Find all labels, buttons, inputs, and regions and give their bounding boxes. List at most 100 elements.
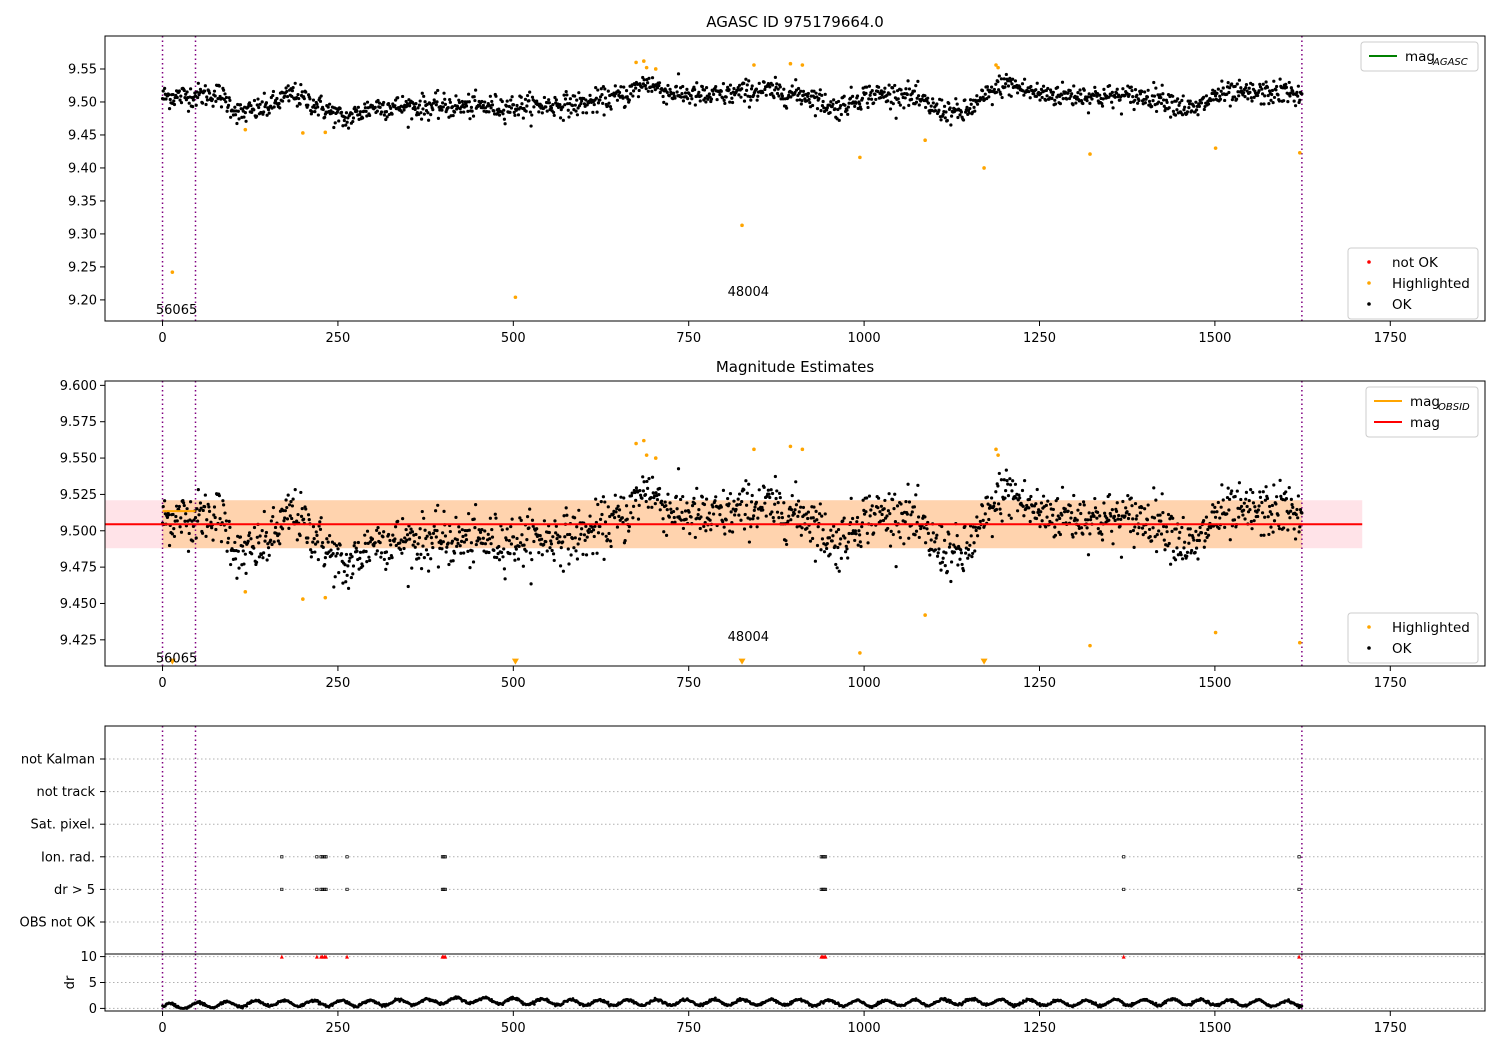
ok-point: [855, 520, 859, 524]
ok-point: [1123, 514, 1127, 518]
ok-point: [1237, 515, 1241, 519]
ok-point: [968, 98, 973, 102]
ok-point: [422, 94, 426, 98]
legend-label: mag: [1405, 49, 1435, 65]
ok-point: [883, 86, 887, 90]
ok-point: [572, 546, 576, 550]
ok-point: [467, 92, 471, 96]
ok-point: [604, 534, 608, 538]
ok-point: [509, 106, 514, 110]
ok-point: [1266, 515, 1270, 519]
ok-point: [1218, 516, 1222, 520]
ok-point: [973, 109, 977, 113]
ok-point: [649, 496, 653, 500]
ok-point: [1061, 97, 1065, 101]
ok-point: [839, 537, 843, 541]
ok-point: [1244, 86, 1248, 90]
ok-point: [666, 83, 670, 88]
ok-point: [928, 111, 932, 115]
ok-point: [377, 531, 382, 535]
ok-point: [1022, 93, 1026, 97]
ok-point: [1225, 495, 1230, 500]
ok-point: [258, 534, 262, 538]
ok-point: [593, 524, 597, 528]
ok-point: [714, 84, 718, 89]
ok-point: [225, 549, 229, 553]
ok-point: [431, 531, 436, 535]
ok-point: [1252, 95, 1256, 99]
ok-point: [203, 89, 207, 93]
ok-point: [723, 101, 727, 106]
ok-point: [570, 103, 575, 108]
ok-point: [928, 553, 932, 557]
ok-point: [1004, 468, 1008, 472]
ok-point: [601, 101, 605, 106]
ok-point: [502, 547, 506, 551]
ok-point: [768, 85, 772, 89]
ok-point: [825, 106, 829, 110]
ok-point: [856, 543, 860, 547]
ok-point: [1173, 558, 1178, 562]
ok-point: [1004, 72, 1008, 77]
ok-point: [1284, 490, 1288, 494]
ok-point: [629, 92, 633, 96]
ok-point: [547, 101, 551, 105]
ok-point: [968, 106, 972, 111]
ok-point: [1032, 510, 1036, 515]
ok-point: [594, 96, 598, 100]
ok-point: [470, 109, 474, 113]
ok-point: [979, 97, 983, 101]
ok-point: [1286, 511, 1291, 515]
ok-point: [823, 512, 827, 516]
legend-label: mag: [1410, 415, 1440, 431]
ok-point: [1013, 482, 1018, 486]
ok-point: [773, 88, 777, 92]
ok-point: [806, 510, 810, 514]
ok-point: [426, 552, 430, 557]
ok-point: [585, 535, 589, 539]
ok-point: [1006, 84, 1011, 88]
ok-point: [1069, 94, 1073, 98]
ok-point: [894, 116, 898, 120]
ok-point: [261, 556, 265, 560]
ok-point: [525, 104, 529, 108]
ok-point: [247, 531, 252, 535]
ok-point: [445, 545, 449, 549]
y-tick-label: 9.50: [68, 95, 97, 110]
ok-point: [1256, 508, 1260, 512]
ok-point: [700, 85, 704, 89]
ok-point: [400, 110, 404, 114]
ok-point: [931, 101, 935, 105]
ok-point: [584, 98, 588, 102]
ok-point: [355, 109, 359, 113]
ok-point: [481, 541, 485, 546]
ok-point: [838, 542, 842, 546]
ok-point: [177, 89, 181, 93]
ok-point: [862, 512, 867, 516]
ok-point: [182, 88, 186, 93]
ok-point: [224, 519, 229, 523]
ok-point: [933, 540, 937, 544]
ok-point: [580, 527, 584, 531]
ok-point: [855, 94, 860, 98]
ok-point: [756, 516, 760, 520]
ok-point: [243, 552, 247, 556]
ok-point: [1169, 562, 1173, 566]
ok-point: [1204, 515, 1209, 519]
ok-point: [344, 111, 349, 115]
ok-point: [775, 510, 780, 514]
ok-point: [1152, 516, 1157, 520]
ok-point: [1029, 84, 1033, 89]
ok-point: [495, 555, 499, 560]
ok-point: [935, 554, 940, 558]
ok-point: [378, 105, 382, 109]
ok-point: [398, 547, 403, 552]
ok-point: [272, 105, 276, 109]
ok-point: [925, 527, 929, 531]
ok-point: [1046, 499, 1050, 503]
ok-point: [1136, 101, 1140, 105]
ok-point: [483, 542, 488, 546]
y-tick-label: 9.30: [68, 227, 97, 242]
ok-point: [1133, 88, 1138, 92]
ok-point: [531, 524, 535, 528]
